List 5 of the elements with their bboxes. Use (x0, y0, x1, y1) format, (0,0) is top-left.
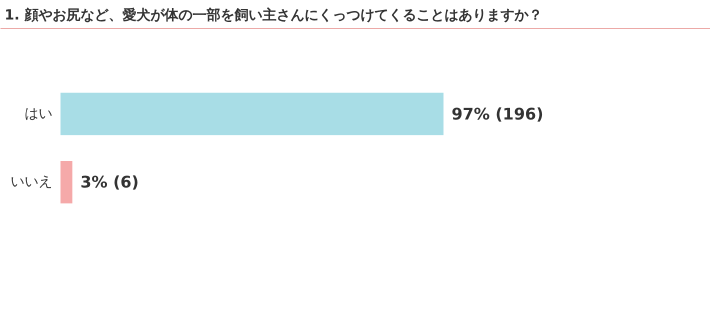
data-label: 97% (196) (452, 104, 544, 124)
y-tick-label: はい (24, 106, 52, 122)
y-tick-label: いいえ (10, 174, 52, 190)
data-label: 3% (6) (80, 172, 139, 192)
chart-title: 1. 顔やお尻など、愛犬が体の一部を飼い主さんにくっつけてくることはありますか？ (4, 6, 542, 24)
